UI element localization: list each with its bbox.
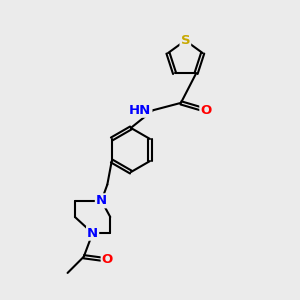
Text: O: O	[102, 253, 113, 266]
Text: O: O	[200, 104, 211, 117]
Text: HN: HN	[129, 104, 152, 117]
Text: N: N	[87, 227, 98, 240]
Text: S: S	[181, 34, 190, 47]
Text: N: N	[96, 194, 107, 207]
